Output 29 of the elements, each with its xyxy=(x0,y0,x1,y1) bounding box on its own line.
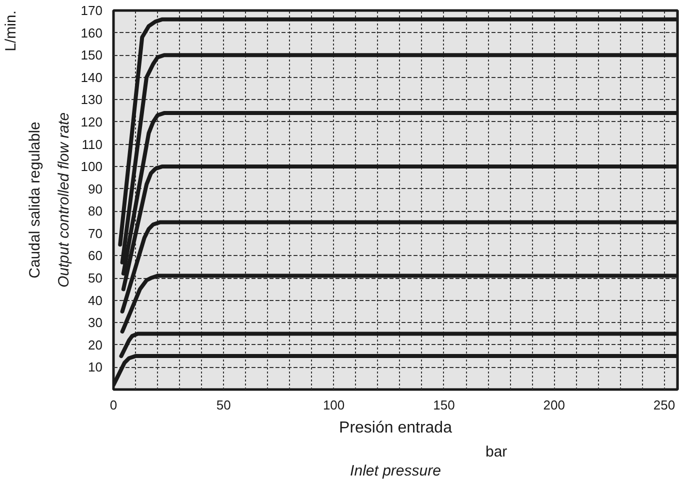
y-tick-label: 150 xyxy=(80,48,103,63)
text: Inlet pressure xyxy=(350,462,441,479)
y-tick-label: 90 xyxy=(88,181,103,196)
y-tick-label: 50 xyxy=(88,270,103,286)
y-axis-title: Caudal salida regulable xyxy=(26,122,44,278)
y-tick-label: 140 xyxy=(80,70,103,85)
y-tick-label: 20 xyxy=(88,337,103,352)
y-tick-label: 80 xyxy=(88,204,103,219)
x-tick-label: 200 xyxy=(543,398,565,412)
x-tick-label: 100 xyxy=(322,398,345,412)
y-tick-label: 130 xyxy=(80,92,103,108)
y-tick-label: 170 xyxy=(80,3,103,18)
text: Output controlled flow rate xyxy=(56,112,72,288)
y-tick-label: 40 xyxy=(88,292,103,308)
y-tick-label: 120 xyxy=(80,114,103,130)
x-axis-title: Presión entrada xyxy=(339,420,452,436)
y-tick-label: 110 xyxy=(82,136,103,152)
y-tick-label: 60 xyxy=(88,248,103,264)
x-tick-label: 250 xyxy=(653,398,676,412)
text: L/min. xyxy=(2,10,20,52)
text: bar xyxy=(486,444,508,460)
x-tick-label: 50 xyxy=(216,398,231,412)
y-tick-label: 100 xyxy=(80,159,103,174)
y-tick-label: 160 xyxy=(80,25,103,40)
x-tick-label: 150 xyxy=(433,398,455,412)
x-tick-label: 0 xyxy=(110,398,118,412)
y-tick-label: 30 xyxy=(88,315,103,330)
y-tick-label: 10 xyxy=(88,360,103,375)
y-tick-label: 70 xyxy=(88,226,103,241)
